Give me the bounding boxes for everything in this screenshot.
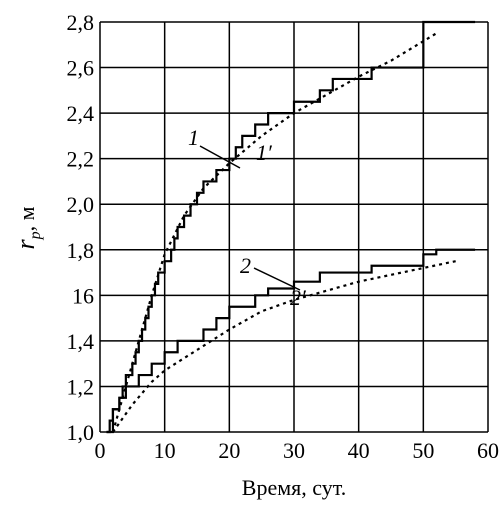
series-label: 2	[240, 253, 251, 278]
y-label-symbol: r	[11, 239, 40, 250]
y-tick-label: 1,8	[67, 238, 95, 263]
y-label-unit: , м	[14, 206, 39, 231]
y-tick-label: 2,4	[67, 101, 95, 126]
x-tick-label: 10	[154, 438, 176, 463]
x-tick-label: 60	[477, 438, 499, 463]
y-tick-label: 1,0	[67, 420, 95, 445]
leader-line	[199, 145, 241, 169]
y-tick-label: 2,2	[67, 147, 95, 172]
leader-line	[253, 267, 301, 291]
series-line	[106, 248, 476, 434]
y-tick-label: 16	[72, 283, 94, 308]
y-label-subscript: p	[27, 231, 44, 240]
x-tick-label: 30	[283, 438, 305, 463]
y-tick-label: 1,2	[67, 374, 95, 399]
x-tick-label: 50	[412, 438, 434, 463]
x-tick-label: 40	[348, 438, 370, 463]
series-line	[112, 260, 456, 433]
series-label: 1	[188, 125, 199, 150]
x-tick-label: 20	[218, 438, 240, 463]
y-tick-label: 2,6	[67, 56, 95, 81]
x-tick-label: 0	[95, 438, 106, 463]
series-line	[106, 20, 476, 434]
series-label: 1′	[256, 140, 273, 165]
x-axis-label: Время, сут.	[242, 475, 346, 500]
y-axis-label: rp, м	[11, 206, 44, 249]
y-tick-label: 2,0	[67, 192, 95, 217]
y-tick-label: 1,4	[67, 329, 95, 354]
y-tick-label: 2,8	[67, 10, 95, 35]
